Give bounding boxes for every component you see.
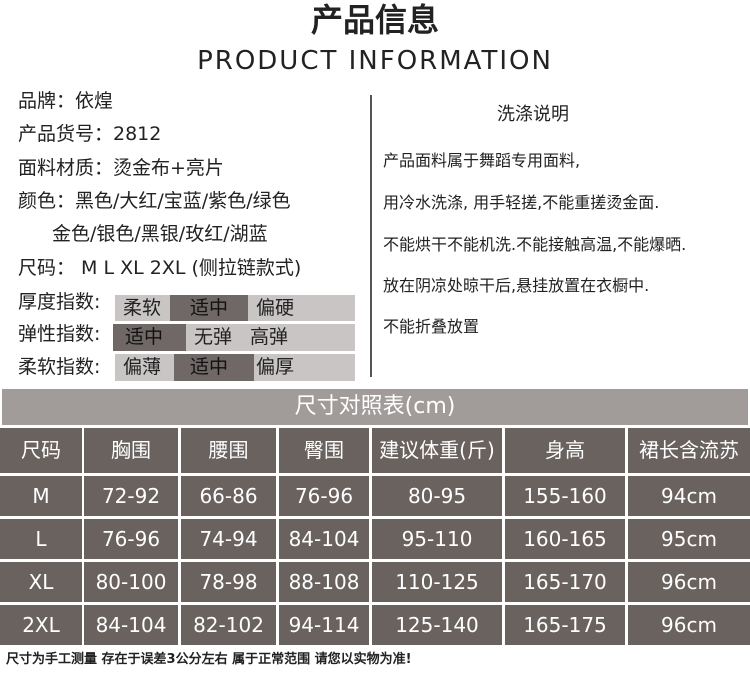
table-cell: 76-96 [279, 476, 369, 516]
table-cell: 165-175 [505, 605, 625, 645]
table-cell: 80-100 [84, 562, 178, 602]
table-cell: 72-92 [84, 476, 178, 516]
softness-label: 柔软指数: [18, 356, 101, 378]
softness-thin: 偏薄 [115, 354, 174, 381]
table-cell: 96cm [628, 605, 750, 645]
table-header-cell: 胸围 [84, 428, 178, 473]
thickness-soft: 柔软 [115, 295, 170, 321]
footer-note: 尺寸为手工测量 存在于误差3公分左右 属于正常范围 请您以实物为准! [6, 652, 412, 667]
softness-medium: 适中 [174, 354, 254, 381]
table-cell: XL [0, 562, 82, 602]
table-cell: 2XL [0, 605, 82, 645]
table-header-cell: 臀围 [279, 428, 369, 473]
table-cell: 76-96 [84, 519, 178, 559]
elasticity-high: 高弹 [250, 326, 289, 348]
thickness-label: 厚度指数: [18, 291, 101, 313]
table-cell: 125-140 [372, 605, 502, 645]
elasticity-medium: 适中 [113, 324, 186, 351]
elasticity-none-high: 无弹 高弹 [186, 324, 355, 351]
sizes: 尺码： M L XL 2XL (侧拉链款式) [18, 257, 302, 279]
table-header-cell: 裙长含流苏 [628, 428, 750, 473]
elasticity-none: 无弹 [194, 326, 233, 348]
table-cell: 82-102 [181, 605, 276, 645]
table-cell: 84-104 [84, 605, 178, 645]
colors-cont: 金色/银色/黑银/玫红/湖蓝 [52, 223, 268, 245]
thickness-medium: 适中 [170, 295, 248, 321]
elasticity-label: 弹性指数: [18, 323, 101, 345]
wash-line: 产品面料属于舞蹈专用面料, [383, 151, 581, 170]
table-cell: 74-94 [181, 519, 276, 559]
table-cell: 165-170 [505, 562, 625, 602]
table-cell: 96cm [628, 562, 750, 602]
table-cell: 80-95 [372, 476, 502, 516]
table-cell: 94-114 [279, 605, 369, 645]
table-cell: 160-165 [505, 519, 625, 559]
page-subtitle: PRODUCT INFORMATION [197, 46, 553, 76]
material: 面料材质：烫金布+亮片 [18, 157, 224, 179]
wash-line: 不能烘干不能机洗.不能接触高温,不能爆晒. [383, 235, 687, 254]
wash-line: 放在阴凉处晾干后,悬挂放置在衣橱中. [383, 276, 650, 295]
table-cell: 94cm [628, 476, 750, 516]
table-cell: 84-104 [279, 519, 369, 559]
wash-line: 不能折叠放置 [383, 317, 480, 336]
table-header-cell: 建议体重(斤) [372, 428, 502, 473]
wash-title: 洗涤说明 [497, 104, 569, 125]
size-chart-title: 尺寸对照表(cm) [2, 389, 748, 425]
item-number: 产品货号：2812 [18, 123, 162, 145]
table-cell: 78-98 [181, 562, 276, 602]
softness-thick: 偏厚 [254, 354, 355, 381]
colors: 颜色：黑色/大红/宝蓝/紫色/绿色 [18, 190, 291, 212]
table-header-cell: 腰围 [181, 428, 276, 473]
table-header-cell: 尺码 [0, 428, 82, 473]
table-cell: 66-86 [181, 476, 276, 516]
wash-line: 用冷水洗涤, 用手轻搓,不能重搓烫金面. [383, 193, 660, 212]
table-cell: 95cm [628, 519, 750, 559]
page-title: 产品信息 [310, 1, 439, 39]
thickness-hard: 偏硬 [248, 295, 355, 321]
table-cell: M [0, 476, 82, 516]
table-cell: 95-110 [372, 519, 502, 559]
table-cell: 88-108 [279, 562, 369, 602]
table-cell: 110-125 [372, 562, 502, 602]
brand: 品牌：依煌 [18, 90, 114, 112]
divider [370, 95, 372, 377]
table-cell: 155-160 [505, 476, 625, 516]
table-cell: L [0, 519, 82, 559]
table-header-cell: 身高 [505, 428, 625, 473]
